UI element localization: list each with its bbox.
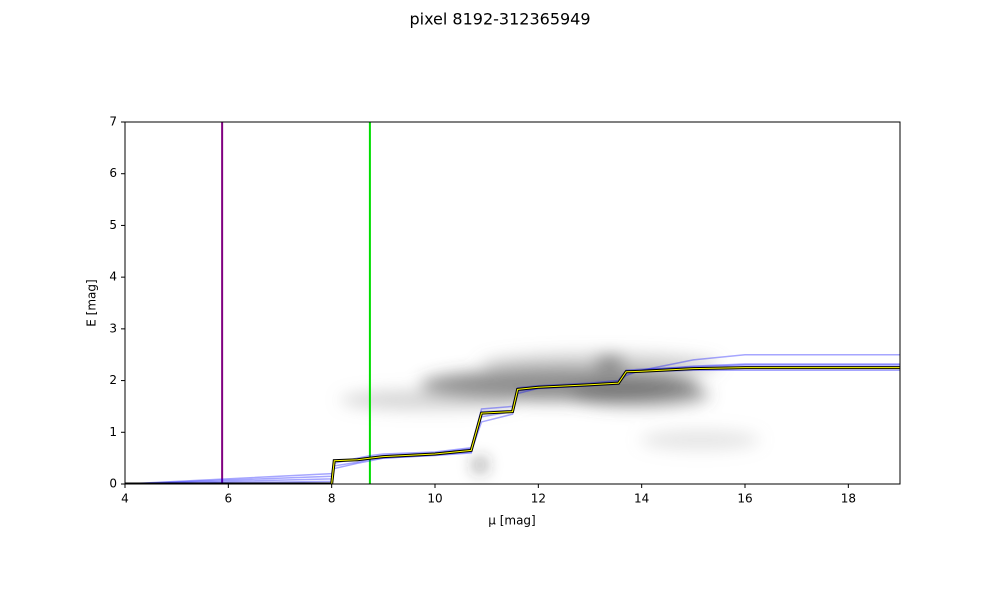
x-tick-label: 10	[427, 492, 442, 506]
y-tick-label: 0	[109, 477, 117, 491]
y-tick-label: 5	[109, 218, 117, 232]
plot-frame	[124, 121, 901, 485]
y-tick-label: 4	[109, 270, 117, 284]
y-tick-label: 7	[109, 115, 117, 129]
x-tick-label: 18	[841, 492, 856, 506]
x-tick-label: 16	[737, 492, 752, 506]
x-tick-label: 4	[121, 492, 129, 506]
y-tick-label: 3	[109, 321, 117, 335]
series-line-inner	[125, 367, 900, 484]
x-tick-label: 14	[634, 492, 649, 506]
y-axis-label: E [mag]	[85, 279, 99, 326]
y-tick-label: 6	[109, 166, 117, 180]
x-axis-label: μ [mag]	[488, 514, 535, 528]
x-tick-label: 12	[531, 492, 546, 506]
chart-title: pixel 8192-312365949	[409, 10, 590, 29]
y-tick-label: 1	[109, 425, 117, 439]
x-tick-label: 6	[225, 492, 233, 506]
y-tick-label: 2	[109, 373, 117, 387]
x-tick-label: 8	[328, 492, 336, 506]
